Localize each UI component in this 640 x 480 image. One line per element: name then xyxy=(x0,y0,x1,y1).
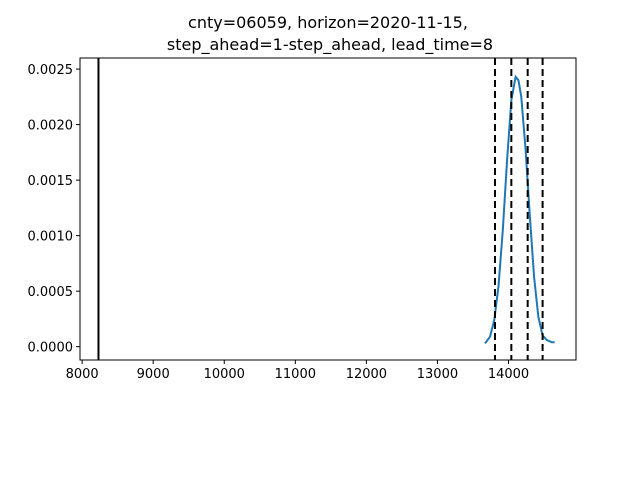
x-tick-label: 10000 xyxy=(204,367,245,382)
y-tick-label: 0.0005 xyxy=(28,285,74,300)
x-tick-label: 14000 xyxy=(488,367,529,382)
chart-marks xyxy=(97,58,555,360)
x-tick-label: 13000 xyxy=(417,367,458,382)
y-tick-label: 0.0010 xyxy=(28,230,74,245)
y-tick-label: 0.0025 xyxy=(28,63,74,78)
chart-title-line-2: step_ahead=1-step_ahead, lead_time=8 xyxy=(167,35,493,55)
chart-title-line-1: cnty=06059, horizon=2020-11-15, xyxy=(188,13,468,32)
x-tick-label: 11000 xyxy=(275,367,316,382)
x-tick-label: 9000 xyxy=(137,367,170,382)
y-tick-label: 0.0020 xyxy=(28,119,74,134)
x-tick-label: 12000 xyxy=(346,367,387,382)
y-axis: 0.0000 0.0005 0.0010 0.0015 0.0020 0.0025 xyxy=(28,63,80,356)
plot-frame xyxy=(79,57,577,361)
x-axis: 8000 9000 10000 11000 12000 13000 14000 xyxy=(66,360,529,382)
y-tick-label: 0.0000 xyxy=(28,341,74,356)
x-tick-label: 8000 xyxy=(66,367,99,382)
y-tick-label: 0.0015 xyxy=(28,174,74,189)
plot-area xyxy=(80,58,576,360)
